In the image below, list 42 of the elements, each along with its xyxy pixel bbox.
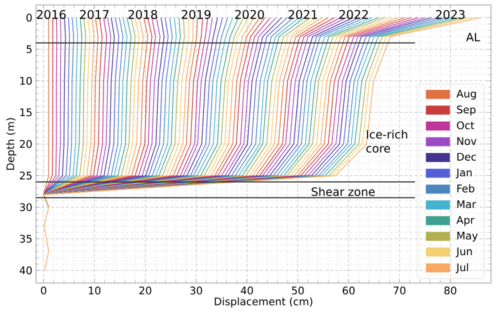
text: Nov [457,137,476,145]
annotation: 2023 [436,10,465,19]
y-tick-label: 40 [20,266,32,274]
y-tick-label: 35 [20,234,32,243]
ref-line-label: AL [466,32,480,42]
annotation: 2016 [36,10,66,19]
y-tick-label: 15 [20,108,32,116]
annotation: 2018 [128,10,158,19]
annotation: 2021 [288,10,317,19]
y-tick-label: 0 [26,14,32,22]
x-tick-label: 40 [240,286,253,294]
x-tick-label: 60 [342,286,355,294]
y-tick-label: 10 [20,76,32,85]
text: Oct [456,121,474,130]
annotation: 2022 [339,10,368,19]
y-tick-label: 5 [26,45,32,54]
y-tick-label: 25 [20,172,32,180]
x-tick-label: 0 [40,286,46,294]
y-tick-label: 30 [20,203,32,212]
annotation: 2017 [80,10,109,19]
x-axis-title: Displacement (cm) [214,297,312,308]
ref-line-label: Shear zone [312,187,375,196]
text: Apr [456,216,474,226]
annotation: 2019 [182,10,211,19]
x-tick-label: 10 [88,286,100,294]
x-tick-label: 80 [444,286,456,294]
text: Jul [456,263,468,274]
text: Dec [457,152,476,161]
text: Mar [457,200,476,208]
text: Jan [456,168,472,178]
text: Aug [456,90,476,100]
y-tick-label: 20 [20,140,32,148]
y-axis-title: Depth (m) [6,118,16,170]
text: Feb [457,184,474,192]
x-tick-label: 20 [139,286,152,294]
x-tick-label: 70 [394,286,406,294]
x-tick-label: 30 [190,286,202,294]
x-tick-label: 50 [292,286,304,294]
text: Jun [456,247,472,258]
annotation: 2020 [235,10,264,19]
text: Sep [457,106,476,116]
text: May [457,232,478,242]
